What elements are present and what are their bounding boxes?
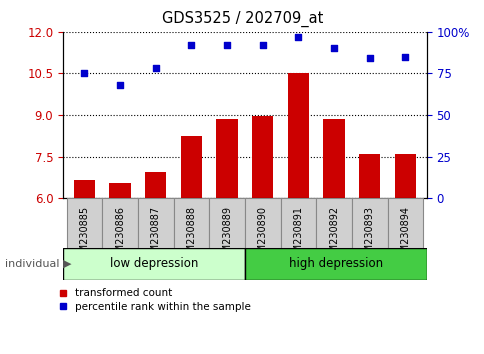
Text: GSM230886: GSM230886 xyxy=(115,206,125,265)
Text: GSM230893: GSM230893 xyxy=(364,206,374,265)
Bar xyxy=(102,198,137,248)
Point xyxy=(365,56,373,61)
Bar xyxy=(145,172,166,198)
Bar xyxy=(173,198,209,248)
Bar xyxy=(351,198,387,248)
Point xyxy=(330,46,337,51)
Bar xyxy=(63,248,244,280)
Point xyxy=(401,54,408,59)
Bar xyxy=(216,119,237,198)
Bar xyxy=(394,154,415,198)
Text: GSM230891: GSM230891 xyxy=(293,206,303,265)
Text: GSM230887: GSM230887 xyxy=(151,206,160,265)
Text: GSM230890: GSM230890 xyxy=(257,206,267,265)
Bar xyxy=(323,119,344,198)
Point xyxy=(223,42,230,48)
Bar xyxy=(287,74,308,198)
Bar xyxy=(358,154,379,198)
Bar xyxy=(316,198,351,248)
Point xyxy=(258,42,266,48)
Bar xyxy=(280,198,316,248)
Text: GSM230892: GSM230892 xyxy=(329,206,338,265)
Text: high depression: high depression xyxy=(288,257,382,270)
Point xyxy=(294,34,302,40)
Text: GDS3525 / 202709_at: GDS3525 / 202709_at xyxy=(162,11,322,27)
Bar xyxy=(209,198,244,248)
Point xyxy=(151,65,159,71)
Text: GSM230885: GSM230885 xyxy=(79,206,89,265)
Bar xyxy=(244,248,426,280)
Point xyxy=(187,42,195,48)
Text: individual ▶: individual ▶ xyxy=(5,259,71,269)
Bar xyxy=(74,180,95,198)
Text: GSM230894: GSM230894 xyxy=(400,206,409,265)
Bar xyxy=(66,198,102,248)
Bar xyxy=(181,136,202,198)
Legend: transformed count, percentile rank within the sample: transformed count, percentile rank withi… xyxy=(59,289,251,312)
Text: GSM230888: GSM230888 xyxy=(186,206,196,265)
Point xyxy=(80,71,88,76)
Bar xyxy=(137,198,173,248)
Bar xyxy=(252,116,273,198)
Text: GSM230889: GSM230889 xyxy=(222,206,232,265)
Bar xyxy=(387,198,423,248)
Point xyxy=(116,82,124,88)
Bar xyxy=(109,183,131,198)
Text: low depression: low depression xyxy=(109,257,198,270)
Bar xyxy=(244,198,280,248)
